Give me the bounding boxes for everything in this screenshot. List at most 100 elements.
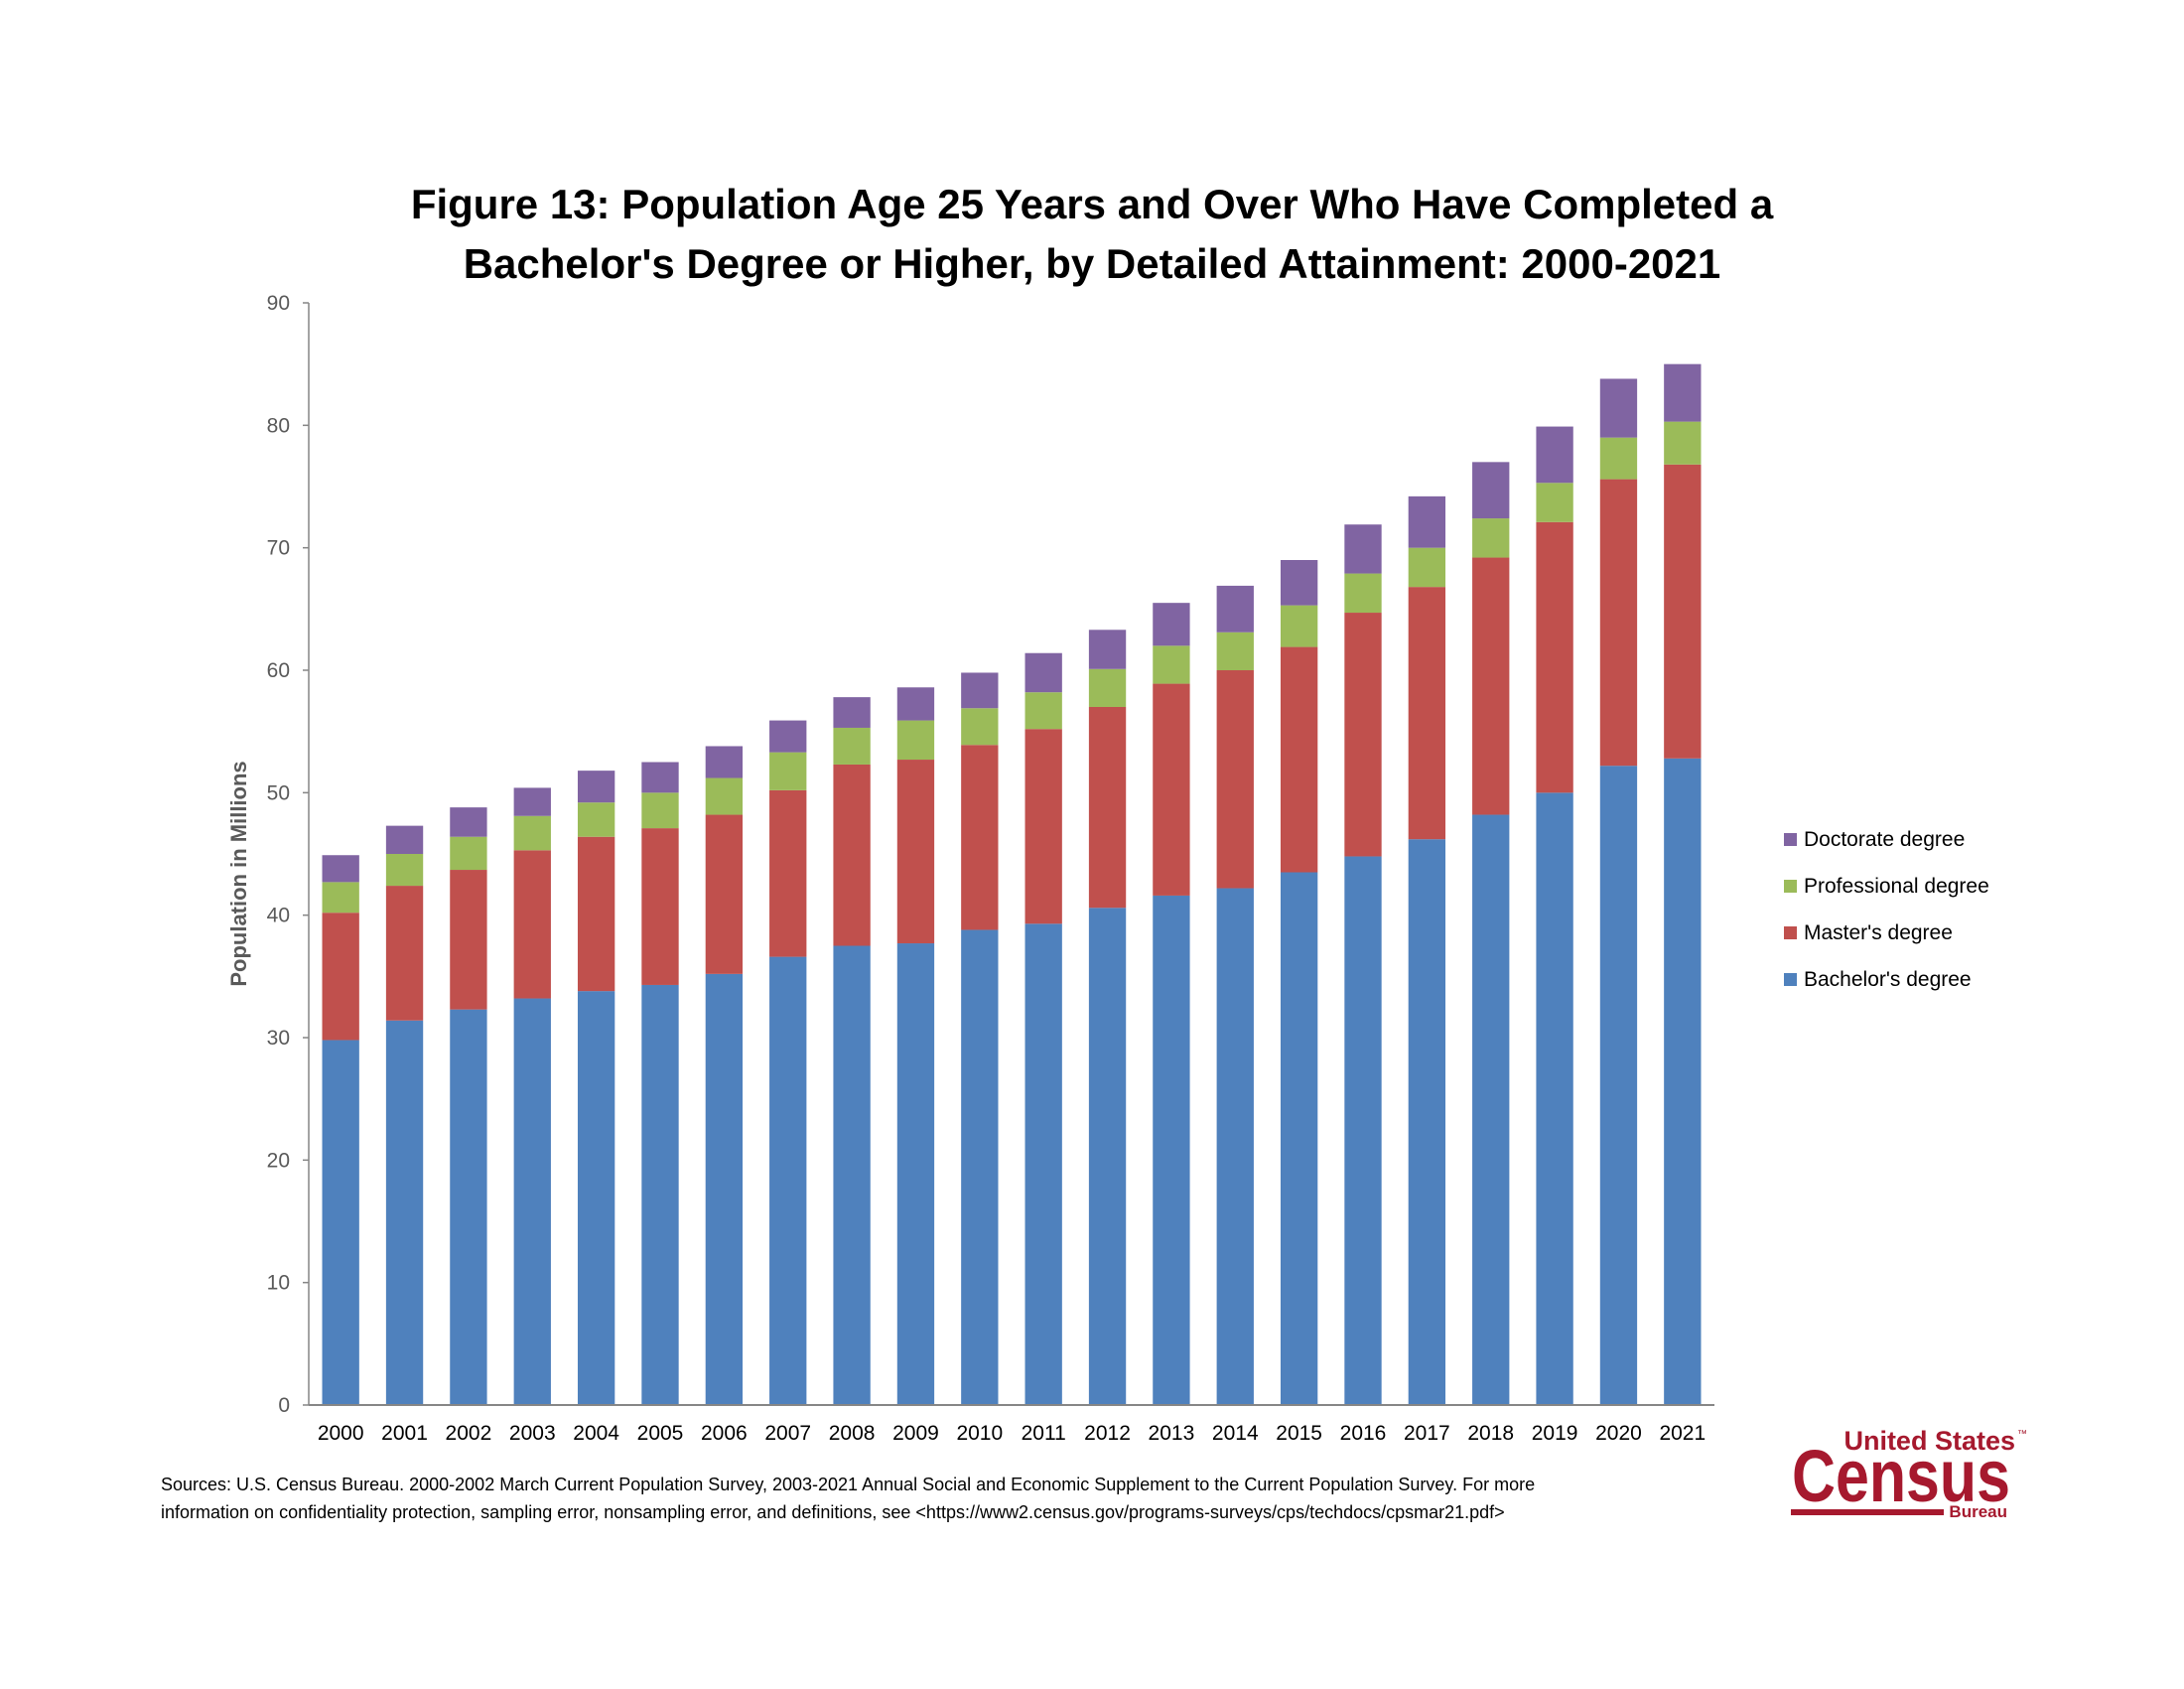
bar-professional-degree2018 (1472, 518, 1510, 558)
bar-bachelor-s-degree2008 (833, 945, 871, 1405)
bar-professional-degree2000 (322, 882, 359, 914)
y-tick-label: 70 (267, 537, 290, 560)
logo-underline (1791, 1509, 1944, 1515)
bar-doctorate-degree2006 (705, 746, 744, 778)
bar-bachelor-s-degree2018 (1472, 814, 1510, 1405)
bar-bachelor-s-degree2014 (1216, 888, 1254, 1405)
census-bureau-logo: United States ™ Census Bureau (1791, 1426, 2027, 1521)
bar-doctorate-degree2020 (1599, 378, 1638, 438)
x-tick-label: 2013 (1149, 1422, 1195, 1445)
bar-professional-degree2002 (450, 836, 487, 871)
bar-master-s-degree2002 (450, 870, 487, 1010)
bar-master-s-degree2018 (1472, 557, 1510, 815)
bar-professional-degree2005 (641, 792, 679, 829)
bar-master-s-degree2015 (1280, 646, 1318, 873)
bar-doctorate-degree2021 (1664, 363, 1702, 422)
y-axis-label: Population in Millions (226, 761, 251, 986)
bar-doctorate-degree2013 (1153, 603, 1190, 646)
bar-bachelor-s-degree2001 (385, 1020, 424, 1405)
bar-doctorate-degree2001 (385, 825, 424, 854)
y-tick-label: 20 (267, 1149, 290, 1172)
bar-master-s-degree2003 (513, 850, 551, 999)
source-note-line-2: information on confidentiality protectio… (161, 1502, 1505, 1522)
bar-doctorate-degree2011 (1024, 652, 1062, 693)
bar-professional-degree2006 (705, 777, 744, 815)
x-tick-label: 2000 (318, 1422, 364, 1445)
bar-doctorate-degree2000 (322, 855, 359, 883)
bar-master-s-degree2008 (833, 764, 871, 946)
y-tick-label: 0 (278, 1394, 290, 1417)
legend-swatch-doctorate (1784, 833, 1797, 846)
y-tick-label: 90 (267, 292, 290, 315)
bar-bachelor-s-degree2021 (1664, 758, 1702, 1405)
bar-master-s-degree2017 (1408, 587, 1446, 840)
bar-master-s-degree2006 (705, 814, 744, 974)
bar-doctorate-degree2018 (1472, 462, 1510, 519)
bar-bachelor-s-degree2012 (1088, 908, 1127, 1405)
x-tick-label: 2017 (1404, 1422, 1450, 1445)
x-tick-label: 2007 (764, 1422, 811, 1445)
legend-label-bachelors: Bachelor's degree (1804, 968, 1972, 991)
bar-master-s-degree2007 (769, 789, 807, 957)
bar-professional-degree2021 (1664, 421, 1702, 465)
bar-professional-degree2017 (1408, 547, 1446, 588)
bar-professional-degree2012 (1088, 668, 1127, 707)
source-note-line-1: Sources: U.S. Census Bureau. 2000-2002 M… (161, 1475, 1535, 1494)
legend: Doctorate degree Professional degree Mas… (1784, 828, 1989, 991)
legend-swatch-masters (1784, 926, 1797, 939)
x-axis-ticks: 2000 2001 2002 2003 2004 2005 2006 2007 2008 2009… (318, 1422, 1706, 1445)
bar-bachelor-s-degree2017 (1408, 839, 1446, 1405)
x-tick-label: 2016 (1340, 1422, 1387, 1445)
x-tick-label: 2019 (1532, 1422, 1578, 1445)
bar-master-s-degree2010 (961, 745, 999, 930)
bar-bachelor-s-degree2019 (1536, 792, 1573, 1405)
bar-bachelor-s-degree2006 (705, 973, 744, 1405)
x-tick-label: 2009 (892, 1422, 939, 1445)
bar-bachelor-s-degree2002 (450, 1009, 487, 1405)
y-tick-label: 50 (267, 781, 290, 804)
y-tick-label: 80 (267, 414, 290, 437)
bar-professional-degree2020 (1599, 437, 1638, 480)
bar-doctorate-degree2017 (1408, 495, 1446, 548)
x-tick-label: 2021 (1659, 1422, 1706, 1445)
y-tick-label: 60 (267, 659, 290, 682)
bar-bachelor-s-degree2016 (1344, 856, 1382, 1405)
legend-label-professional: Professional degree (1804, 875, 1989, 898)
bar-master-s-degree2019 (1536, 521, 1573, 793)
bar-master-s-degree2014 (1216, 670, 1254, 889)
bar-doctorate-degree2016 (1344, 524, 1382, 574)
bar-professional-degree2010 (961, 708, 999, 746)
bar-professional-degree2004 (577, 802, 615, 837)
bar-professional-degree2001 (385, 854, 424, 887)
bar-master-s-degree2009 (896, 760, 935, 944)
legend-label-doctorate: Doctorate degree (1804, 828, 1965, 851)
x-tick-label: 2002 (446, 1422, 492, 1445)
bar-professional-degree2003 (513, 815, 551, 851)
bar-professional-degree2015 (1280, 605, 1318, 647)
bar-master-s-degree2011 (1024, 729, 1062, 924)
x-tick-label: 2010 (956, 1422, 1003, 1445)
chart-title-line-1: Figure 13: Population Age 25 Years and O… (411, 181, 1774, 227)
bar-master-s-degree2016 (1344, 613, 1382, 857)
x-tick-label: 2015 (1276, 1422, 1322, 1445)
bar-bachelor-s-degree2004 (577, 991, 615, 1405)
logo-census: Census (1792, 1435, 2010, 1517)
x-tick-label: 2001 (381, 1422, 428, 1445)
axes (308, 303, 1714, 1406)
logo-trademark: ™ (2017, 1429, 2027, 1440)
logo-bureau: Bureau (1949, 1502, 2007, 1521)
chart-title-line-2: Bachelor's Degree or Higher, by Detailed… (464, 240, 1721, 287)
bar-bachelor-s-degree2013 (1153, 895, 1190, 1405)
bar-doctorate-degree2010 (961, 672, 999, 709)
bars (322, 363, 1702, 1405)
x-tick-label: 2011 (1022, 1422, 1066, 1445)
bar-doctorate-degree2012 (1088, 630, 1127, 669)
bar-professional-degree2009 (896, 720, 935, 761)
bar-doctorate-degree2003 (513, 787, 551, 816)
legend-swatch-professional (1784, 880, 1797, 893)
y-tick-label: 30 (267, 1027, 290, 1050)
bar-bachelor-s-degree2020 (1599, 766, 1638, 1405)
bar-professional-degree2013 (1153, 645, 1190, 684)
x-tick-label: 2008 (829, 1422, 876, 1445)
